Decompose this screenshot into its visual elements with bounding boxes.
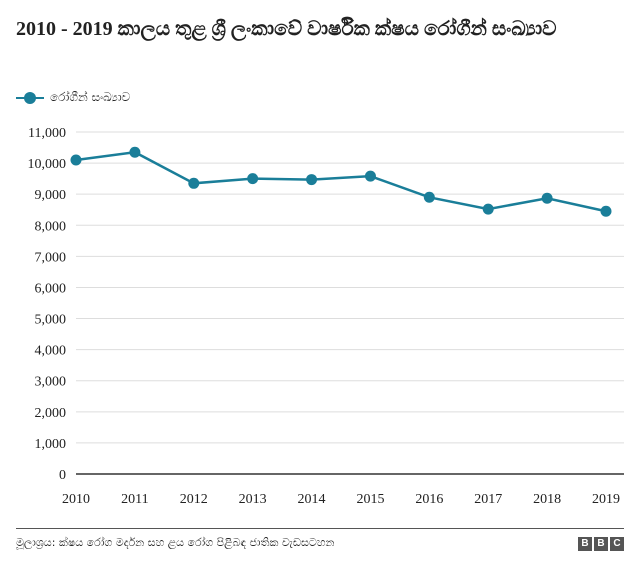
x-tick-label: 2015 [356,492,384,507]
y-tick-label: 7,000 [35,250,67,265]
x-tick-label: 2013 [239,492,267,507]
line-chart: 0 1,000 2,000 3,000 4,000 5,000 6,000 7,000 8,00… [28,126,624,507]
legend-line-marker-icon [16,91,44,105]
x-tick-label: 2019 [592,492,620,507]
y-tick-label: 0 [59,468,66,483]
footer-divider [16,528,624,529]
x-tick-label: 2012 [180,492,208,507]
x-tick-label: 2010 [62,492,90,507]
gridlines [76,131,624,475]
data-point [600,205,612,217]
legend-label: රෝගීන් සංඛ්‍යාව [50,90,131,104]
x-tick-label: 2016 [415,492,443,507]
data-point [482,203,494,215]
y-tick-label: 11,000 [28,126,66,141]
y-tick-label: 1,000 [35,437,67,452]
x-tick-label: 2011 [121,492,148,507]
source-note: මූලාශ්‍රය: ක්ෂය රෝග මර්දන සහ ළය රෝග පිළි… [16,536,335,549]
data-point [70,154,82,166]
y-axis-ticks: 0 1,000 2,000 3,000 4,000 5,000 6,000 7,000 8,00… [28,126,67,483]
data-point [423,191,435,203]
y-tick-label: 4,000 [35,344,67,359]
x-tick-label: 2018 [533,492,561,507]
x-tick-label: 2017 [474,492,502,507]
y-tick-label: 5,000 [35,313,67,328]
y-tick-label: 2,000 [35,406,67,421]
data-point [188,177,200,189]
data-series [70,146,612,217]
bbc-logo-letter: B [578,537,592,551]
data-point [129,146,141,158]
bbc-logo-letter: B [594,537,608,551]
data-point [306,174,318,186]
data-point [541,192,553,204]
x-tick-label: 2014 [298,492,326,507]
y-tick-label: 8,000 [35,219,67,234]
data-point [364,170,376,182]
y-tick-label: 9,000 [35,188,67,203]
bbc-logo-letter: C [610,537,624,551]
series-line [75,150,607,213]
legend: රෝගීන් සංඛ්‍යාව [16,90,130,105]
y-tick-label: 6,000 [35,281,67,296]
bbc-logo: B B C [578,537,624,551]
data-point [247,173,259,185]
chart-title: 2010 - 2019 කාලය තුළ ශ්‍රී ලංකාවේ වාර්ෂි… [16,18,557,40]
x-axis-ticks: 2010 2011 2012 2013 2014 2015 2016 2017 2018 2019 [62,492,620,507]
y-tick-label: 10,000 [28,157,67,172]
y-tick-label: 3,000 [35,375,67,390]
